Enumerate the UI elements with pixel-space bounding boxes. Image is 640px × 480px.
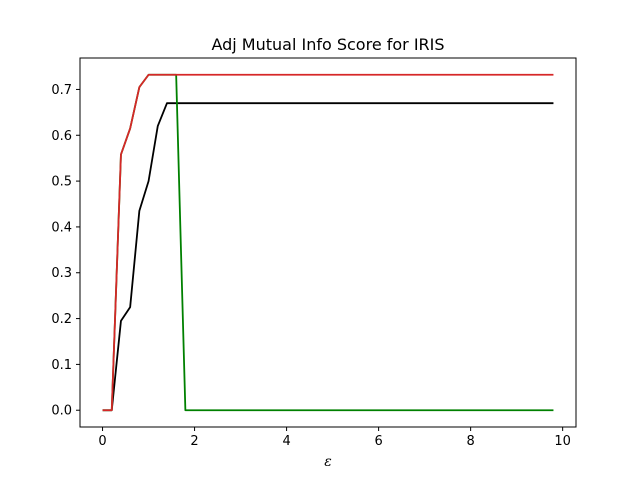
y-tick-label: 0.6: [51, 129, 72, 144]
x-tick-label: 2: [190, 434, 198, 449]
y-tick-label: 0.5: [51, 175, 72, 190]
series-line-1: [102, 102, 554, 412]
x-tick-label: 6: [374, 434, 382, 449]
series-line-2: [102, 73, 554, 412]
x-tick-label: 8: [466, 434, 474, 449]
y-tick-label: 0.3: [51, 266, 72, 281]
y-tick-label: 0.2: [51, 312, 72, 327]
y-tick-label: 0.4: [51, 220, 72, 235]
y-tick-label: 0.7: [51, 83, 72, 98]
x-tick-label: 0: [98, 434, 106, 449]
y-axis-ticks: 0.0 0.1 0.2 0.3 0.4 0.5 0.6 0.7: [51, 83, 80, 419]
x-axis-ticks: 0 2 4 6 8 10: [98, 427, 571, 449]
x-tick-label: 10: [554, 434, 571, 449]
x-axis-label: ε: [324, 454, 332, 470]
series-layer: [102, 73, 554, 412]
y-tick-label: 0.1: [51, 358, 72, 373]
chart-title: Adj Mutual Info Score for IRIS: [211, 35, 444, 54]
x-tick-label: 4: [282, 434, 290, 449]
y-tick-label: 0.0: [51, 404, 72, 419]
series-line-3: [102, 73, 554, 412]
plot-frame: [79, 57, 577, 428]
